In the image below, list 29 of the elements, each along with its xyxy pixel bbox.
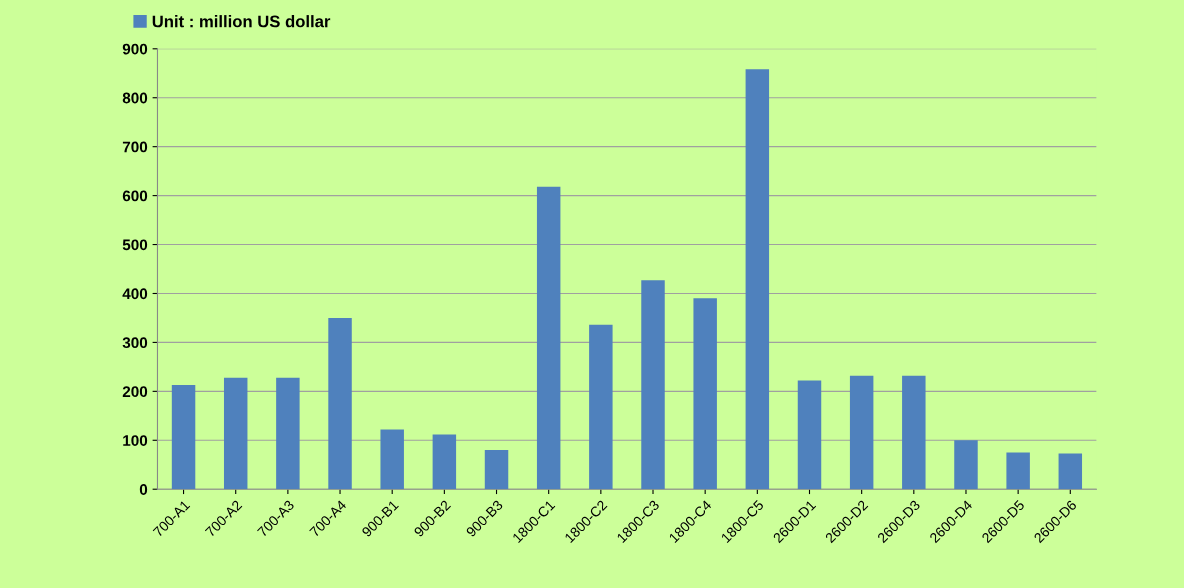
y-tick-label: 300 bbox=[122, 337, 148, 349]
y-tick-label: 700 bbox=[122, 141, 148, 153]
bar bbox=[902, 375, 926, 490]
y-tick-label: 500 bbox=[122, 239, 148, 251]
bar bbox=[589, 324, 613, 490]
y-tick-label: 100 bbox=[123, 435, 148, 446]
bar bbox=[484, 450, 509, 490]
bar bbox=[432, 434, 457, 490]
legend-label: Unit : million US dollar bbox=[152, 15, 331, 28]
bar bbox=[276, 377, 300, 490]
bar bbox=[954, 440, 978, 490]
bar bbox=[693, 298, 717, 490]
y-tick-label: 600 bbox=[122, 190, 148, 202]
bar bbox=[223, 377, 248, 490]
y-tick-label: 800 bbox=[122, 92, 148, 104]
bar bbox=[328, 317, 352, 490]
y-tick-label: 200 bbox=[122, 386, 148, 398]
y-tick-label: 900 bbox=[122, 43, 148, 55]
bar bbox=[171, 384, 196, 490]
bar bbox=[1058, 453, 1083, 490]
bar bbox=[849, 375, 874, 490]
bar bbox=[797, 380, 822, 490]
bar bbox=[536, 186, 561, 490]
bar bbox=[380, 429, 404, 490]
y-tick-label: 0 bbox=[139, 484, 148, 495]
bar bbox=[745, 69, 770, 490]
y-tick-label: 400 bbox=[122, 288, 148, 300]
bar bbox=[641, 280, 665, 490]
bar bbox=[1006, 452, 1030, 490]
